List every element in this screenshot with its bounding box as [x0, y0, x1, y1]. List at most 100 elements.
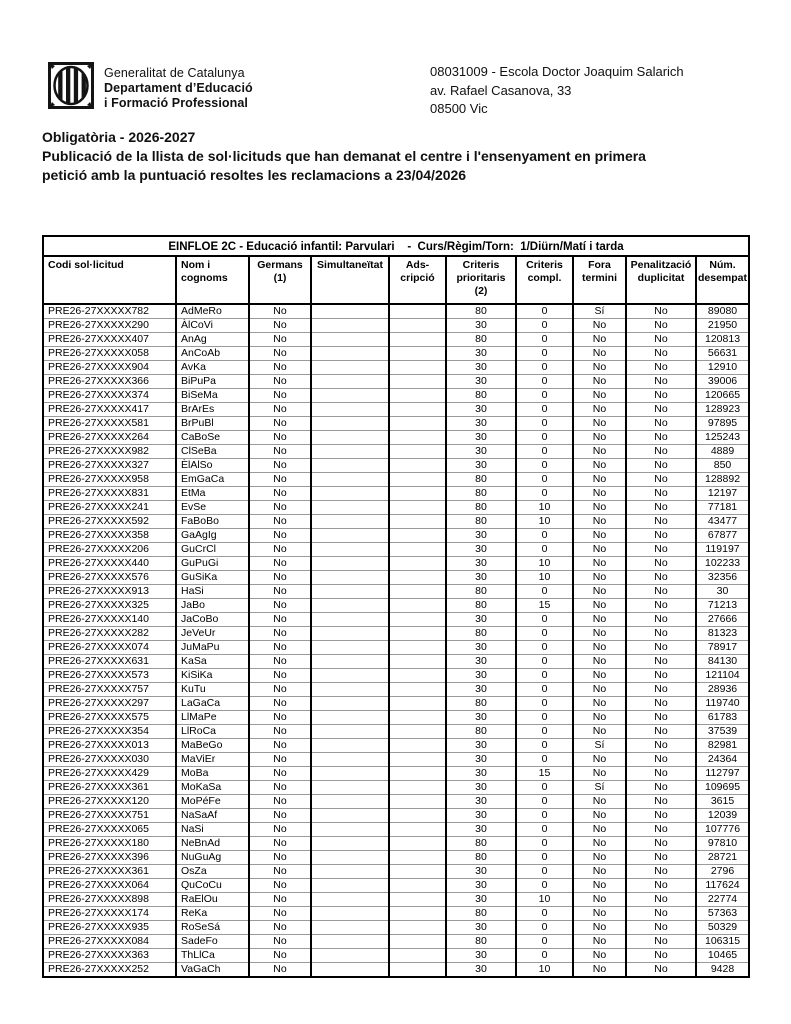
- cell-criteris-prioritaris: 30: [445, 794, 517, 809]
- cell-penalitzacio-duplicitat: No: [625, 500, 697, 515]
- school-info-block: 08031009 - Escola Doctor Joaquim Salaric…: [430, 63, 684, 119]
- cell-codi: PRE26-27XXXXX374: [42, 388, 177, 403]
- cell-germans: No: [248, 640, 312, 655]
- cell-penalitzacio-duplicitat: No: [625, 472, 697, 487]
- cell-num-desempat: 39006: [694, 374, 751, 389]
- cell-simultaneitat: [310, 962, 390, 977]
- cell-num-desempat: 21950: [694, 318, 751, 333]
- cell-penalitzacio-duplicitat: No: [625, 584, 697, 599]
- cell-germans: No: [248, 696, 312, 711]
- cell-codi: PRE26-27XXXXX241: [42, 500, 177, 515]
- cell-penalitzacio-duplicitat: No: [625, 948, 697, 963]
- cell-codi: PRE26-27XXXXX366: [42, 374, 177, 389]
- cell-adscripcio: [388, 626, 447, 641]
- cell-num-desempat: 106315: [694, 934, 751, 949]
- cell-simultaneitat: [310, 906, 390, 921]
- cell-num-desempat: 12039: [694, 808, 751, 823]
- cell-germans: No: [248, 612, 312, 627]
- cell-penalitzacio-duplicitat: No: [625, 766, 697, 781]
- cell-codi: PRE26-27XXXXX252: [42, 962, 177, 977]
- school-code-name: 08031009 - Escola Doctor Joaquim Salaric…: [430, 64, 684, 79]
- cell-penalitzacio-duplicitat: No: [625, 598, 697, 613]
- cell-criteris-prioritaris: 30: [445, 374, 517, 389]
- cell-criteris-prioritaris: 80: [445, 514, 517, 529]
- cell-adscripcio: [388, 780, 447, 795]
- cell-penalitzacio-duplicitat: No: [625, 654, 697, 669]
- table-row: PRE26-27XXXXX904 AvKa No 30 0 No No 12910: [42, 360, 751, 375]
- column-header-criteris-compl: Criteris compl.: [515, 255, 574, 305]
- cell-fora-termini: No: [572, 332, 627, 347]
- cell-codi: PRE26-27XXXXX782: [42, 304, 177, 319]
- cell-adscripcio: [388, 444, 447, 459]
- cell-adscripcio: [388, 682, 447, 697]
- cell-codi: PRE26-27XXXXX290: [42, 318, 177, 333]
- cell-simultaneitat: [310, 514, 390, 529]
- table-row: PRE26-27XXXXX065 NaSi No 30 0 No No 107776: [42, 822, 751, 837]
- table-row: PRE26-27XXXXX958 EmGaCa No 80 0 No No 128892: [42, 472, 751, 487]
- cell-codi: PRE26-27XXXXX174: [42, 906, 177, 921]
- cell-num-desempat: 24364: [694, 752, 751, 767]
- cell-nom: NaSi: [175, 822, 250, 837]
- cell-simultaneitat: [310, 388, 390, 403]
- cell-germans: No: [248, 948, 312, 963]
- cell-nom: EtMa: [175, 486, 250, 501]
- cell-adscripcio: [388, 346, 447, 361]
- cell-adscripcio: [388, 318, 447, 333]
- cell-codi: PRE26-27XXXXX180: [42, 836, 177, 851]
- cell-simultaneitat: [310, 780, 390, 795]
- cell-nom: BrPuBl: [175, 416, 250, 431]
- cell-criteris-prioritaris: 80: [445, 486, 517, 501]
- cell-criteris-compl: 10: [515, 514, 574, 529]
- cell-criteris-prioritaris: 30: [445, 542, 517, 557]
- cell-penalitzacio-duplicitat: No: [625, 444, 697, 459]
- cell-nom: RaElOu: [175, 892, 250, 907]
- cell-codi: PRE26-27XXXXX354: [42, 724, 177, 739]
- cell-germans: No: [248, 682, 312, 697]
- cell-fora-termini: No: [572, 626, 627, 641]
- cell-criteris-compl: 0: [515, 724, 574, 739]
- cell-criteris-compl: 0: [515, 416, 574, 431]
- cell-simultaneitat: [310, 458, 390, 473]
- table-row: PRE26-27XXXXX396 NuGuAg No 80 0 No No 28721: [42, 850, 751, 865]
- cell-adscripcio: [388, 794, 447, 809]
- cell-adscripcio: [388, 864, 447, 879]
- column-header-germans: Germans (1): [248, 255, 312, 305]
- cell-penalitzacio-duplicitat: No: [625, 934, 697, 949]
- cell-nom: ÈlAlSo: [175, 458, 250, 473]
- cell-germans: No: [248, 416, 312, 431]
- cell-fora-termini: No: [572, 850, 627, 865]
- cell-criteris-compl: 15: [515, 598, 574, 613]
- cell-fora-termini: No: [572, 570, 627, 585]
- table-row: PRE26-27XXXXX174 ReKa No 80 0 No No 57363: [42, 906, 751, 921]
- table-row: PRE26-27XXXXX358 GaAgIg No 30 0 No No 67877: [42, 528, 751, 543]
- cell-nom: LlRoCa: [175, 724, 250, 739]
- table-row: PRE26-27XXXXX935 RoSeSá No 30 0 No No 50329: [42, 920, 751, 935]
- cell-codi: PRE26-27XXXXX935: [42, 920, 177, 935]
- cell-fora-termini: No: [572, 374, 627, 389]
- cell-nom: FaBoBo: [175, 514, 250, 529]
- table-row: PRE26-27XXXXX751 NaSaAf No 30 0 No No 12039: [42, 808, 751, 823]
- cell-codi: PRE26-27XXXXX064: [42, 878, 177, 893]
- cell-codi: PRE26-27XXXXX631: [42, 654, 177, 669]
- cell-criteris-compl: 0: [515, 654, 574, 669]
- cell-nom: KaSa: [175, 654, 250, 669]
- cell-codi: PRE26-27XXXXX120: [42, 794, 177, 809]
- table-row: PRE26-27XXXXX440 GuPuGi No 30 10 No No 102233: [42, 556, 751, 571]
- cell-codi: PRE26-27XXXXX282: [42, 626, 177, 641]
- cell-germans: No: [248, 892, 312, 907]
- cell-codi: PRE26-27XXXXX958: [42, 472, 177, 487]
- cell-germans: No: [248, 360, 312, 375]
- cell-criteris-compl: 0: [515, 640, 574, 655]
- cell-fora-termini: No: [572, 486, 627, 501]
- cell-fora-termini: No: [572, 808, 627, 823]
- cell-adscripcio: [388, 472, 447, 487]
- cell-fora-termini: No: [572, 584, 627, 599]
- cell-germans: No: [248, 724, 312, 739]
- cell-criteris-prioritaris: 80: [445, 724, 517, 739]
- cell-nom: GuPuGi: [175, 556, 250, 571]
- cell-penalitzacio-duplicitat: No: [625, 304, 697, 319]
- cell-adscripcio: [388, 430, 447, 445]
- cell-codi: PRE26-27XXXXX084: [42, 934, 177, 949]
- cell-criteris-compl: 0: [515, 836, 574, 851]
- cell-criteris-prioritaris: 30: [445, 556, 517, 571]
